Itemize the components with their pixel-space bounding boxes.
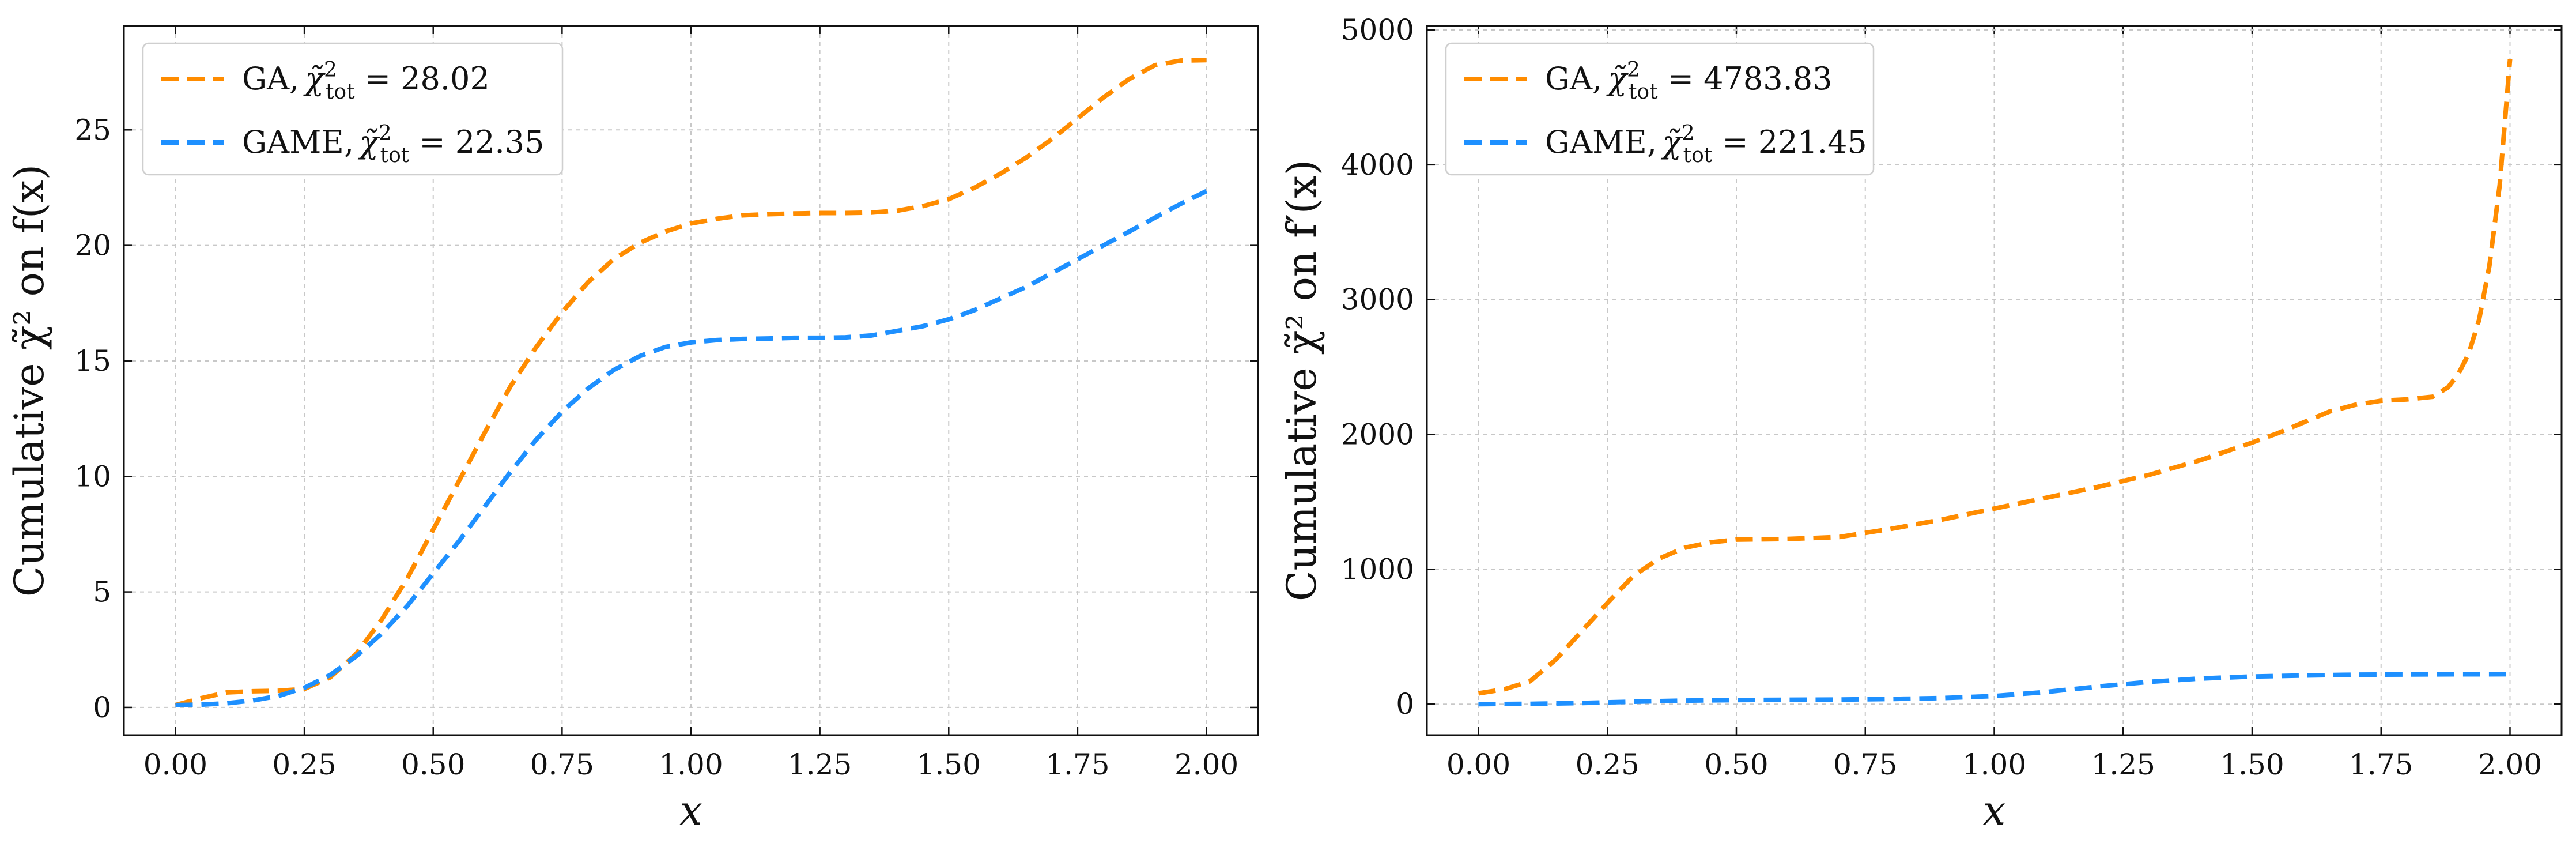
legend-chi-symbol: χ̃ [1606, 61, 1629, 97]
legend-equals: = [409, 124, 455, 160]
y-axis-label: Cumulative χ̃² on f(x) [6, 164, 53, 597]
legend-box [142, 42, 564, 176]
y-tick-label: 25 [74, 113, 111, 146]
chart-panel-2: 0.00 0.25 0.50 0.75 1.00 1.25 1.50 1.75 2.00 0 100… [1278, 13, 2563, 834]
series-line-ga [175, 58, 1207, 707]
legend-subscript: tot [326, 80, 355, 104]
x-tick-label: 1.75 [1045, 748, 1109, 781]
legend-entry-ga: GA, χ̃2 tot = 28.02 [242, 58, 490, 104]
x-tick-label: 2.00 [2478, 748, 2542, 781]
legend-series-name: GA, [242, 61, 299, 97]
series-line-game [1478, 672, 2510, 707]
y-tick-label: 20 [74, 229, 111, 262]
x-tick-label: 0.00 [143, 748, 207, 781]
x-tick-label: 0.50 [401, 748, 465, 781]
series-line-game [175, 189, 1208, 707]
legend-box [1445, 42, 1875, 176]
legend-superscript: 2 [324, 58, 337, 82]
legend-entry-game: GAME, χ̃2 tot = 221.45 [1545, 122, 1867, 167]
legend-subscript: tot [380, 144, 410, 167]
y-tick-label: 3000 [1341, 283, 1414, 317]
series-line-ga [1478, 59, 2513, 696]
legend-series-name: GA, [1545, 61, 1602, 97]
legend-series-name: GAME, [1545, 124, 1657, 160]
legend-value: 221.45 [1758, 124, 1867, 160]
legend-entry-ga: GA, χ̃2 tot = 4783.83 [1545, 58, 1832, 104]
x-tick-label: 1.25 [788, 748, 852, 781]
x-tick-label: 1.00 [1962, 748, 2026, 781]
y-tick-label: 0 [1396, 687, 1414, 721]
x-tick-label: 0.00 [1446, 748, 1510, 781]
y-tick-label: 5000 [1341, 13, 1414, 47]
legend-subscript: tot [1629, 80, 1658, 104]
x-tick-label: 0.25 [272, 748, 336, 781]
y-tick-label: 2000 [1341, 418, 1414, 451]
legend-series-name: GAME, [242, 124, 354, 160]
plot-frame [123, 25, 1259, 736]
x-tick-label: 2.00 [1174, 748, 1238, 781]
x-tick-label: 1.25 [2091, 748, 2155, 781]
legend-entry-game: GAME, χ̃2 tot = 22.35 [242, 122, 544, 167]
y-tick-label: 5 [93, 575, 111, 609]
legend-subscript: tot [1683, 144, 1713, 167]
x-axis-label: x [1983, 787, 2005, 834]
legend-value: 22.35 [455, 124, 545, 160]
y-tick-label: 15 [74, 344, 111, 378]
legend-value: 4783.83 [1704, 61, 1832, 97]
legend-superscript: 2 [1627, 58, 1640, 82]
x-tick-label: 0.50 [1704, 748, 1768, 781]
legend-equals: = [1658, 61, 1704, 97]
x-tick-label: 1.00 [659, 748, 723, 781]
x-tick-label: 1.50 [2220, 748, 2284, 781]
y-axis-label: Cumulative χ̃² on f′(x) [1278, 160, 1325, 601]
x-tick-label: 1.50 [917, 748, 981, 781]
legend-superscript: 2 [379, 122, 392, 145]
x-tick-label: 1.75 [2349, 748, 2413, 781]
y-tick-label: 4000 [1341, 148, 1414, 182]
legend-value: 28.02 [401, 61, 490, 97]
y-tick-label: 0 [93, 691, 111, 724]
y-tick-label: 1000 [1341, 552, 1414, 586]
chart-panel-1: 0.00 0.25 0.50 0.75 1.00 1.25 1.50 1.75 2.00 0 5 10… [6, 25, 1259, 834]
legend-chi-symbol: χ̃ [1660, 124, 1683, 160]
legend-chi-symbol: χ̃ [303, 61, 326, 97]
plot-frame [1426, 25, 2563, 736]
legend-chi-symbol: χ̃ [357, 124, 380, 160]
y-tick-label: 10 [74, 460, 111, 493]
x-tick-label: 0.75 [1833, 748, 1897, 781]
legend-equals: = [1712, 124, 1758, 160]
x-axis-label: x [679, 787, 702, 834]
x-tick-label: 0.25 [1576, 748, 1640, 781]
x-tick-label: 0.75 [530, 748, 594, 781]
legend-equals: = [355, 61, 401, 97]
legend-superscript: 2 [1682, 122, 1695, 145]
